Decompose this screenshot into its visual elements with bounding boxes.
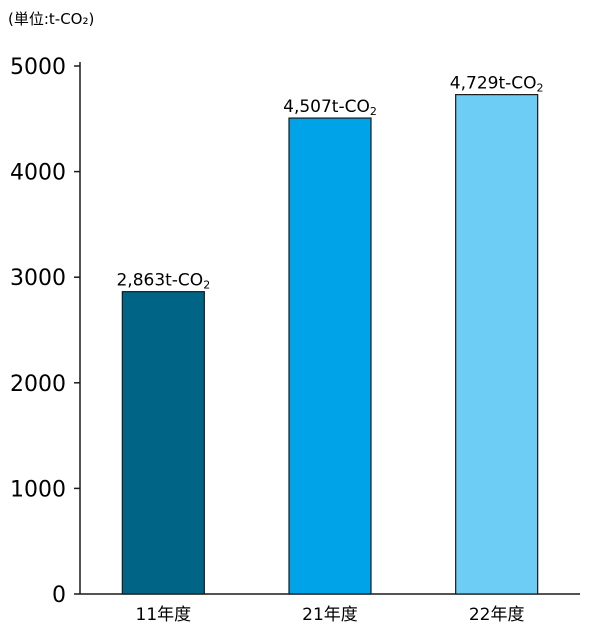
- data-label: 2,863t-CO2: [116, 271, 210, 292]
- y-tick-label: 5000: [10, 55, 66, 80]
- y-tick-label: 4000: [10, 161, 66, 186]
- y-tick-label: 0: [52, 583, 66, 608]
- category-label: 22年度: [469, 605, 525, 625]
- bar: [121, 291, 205, 595]
- bar: [455, 94, 539, 595]
- category-label: 11年度: [136, 605, 192, 625]
- unit-label: (単位:t-CO₂): [8, 10, 94, 28]
- data-label: 4,729t-CO2: [450, 74, 544, 95]
- y-tick-label: 2000: [10, 372, 66, 397]
- y-tick-label: 3000: [10, 266, 66, 291]
- bar: [288, 117, 372, 595]
- category-label: 21年度: [302, 605, 358, 625]
- y-tick-label: 1000: [10, 477, 66, 502]
- data-label: 4,507t-CO2: [283, 97, 377, 118]
